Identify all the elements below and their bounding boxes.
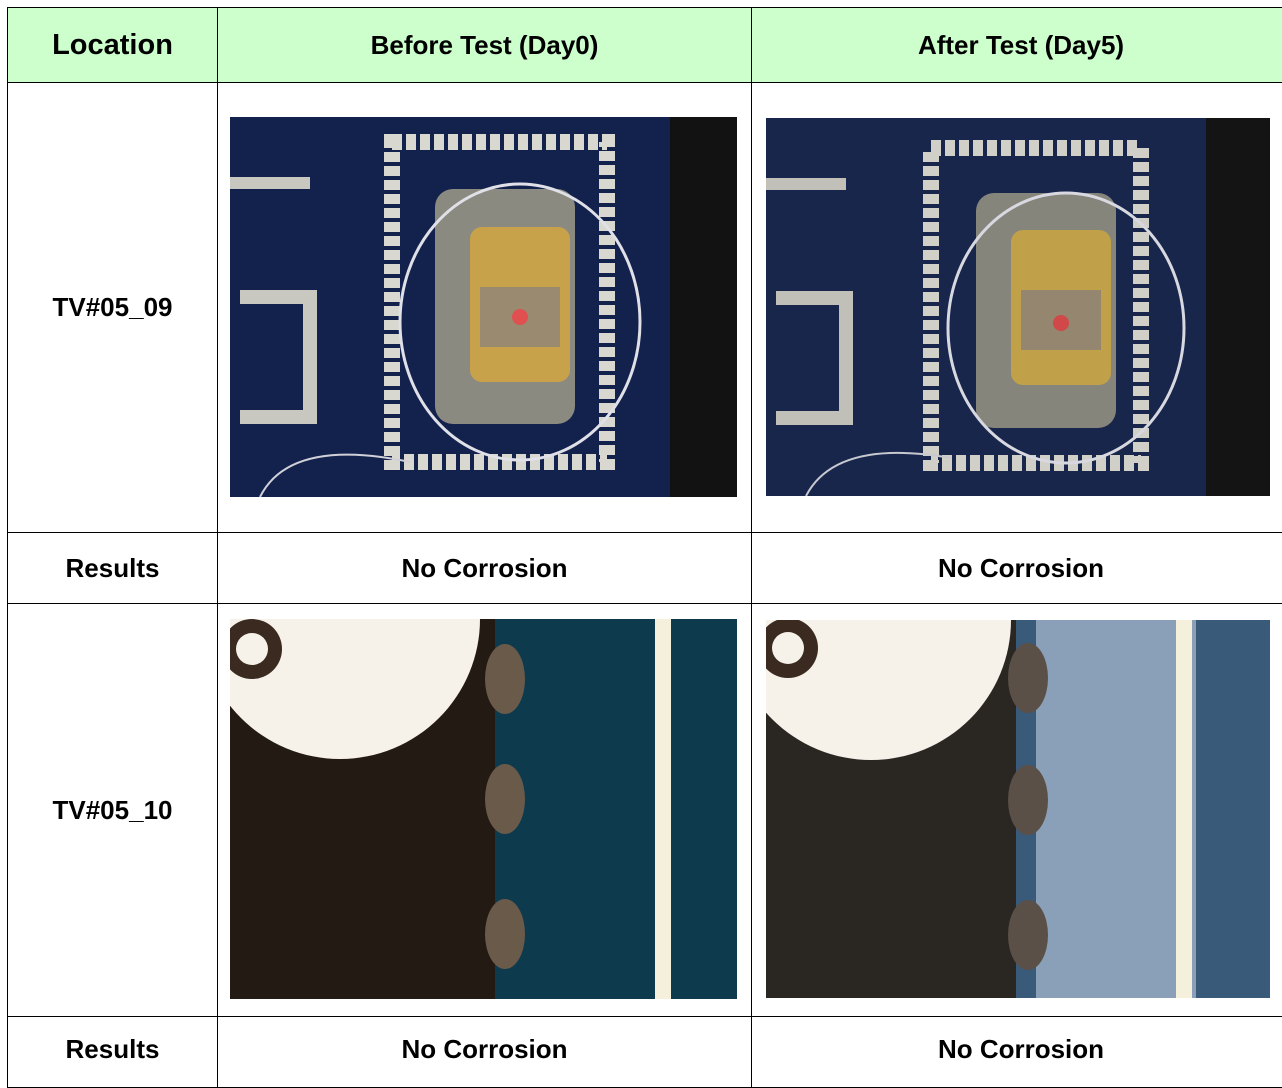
result-text: No Corrosion [937, 552, 1105, 583]
results-label-cell: Results [7, 1016, 218, 1088]
header-cell: Location [7, 7, 218, 83]
location-text: TV#05_10 [52, 794, 173, 825]
result-cell: No Corrosion [751, 1016, 1282, 1088]
results-label: Results [65, 552, 160, 583]
header-cell: Before Test (Day0) [217, 7, 752, 83]
photo-before-2 [230, 619, 737, 999]
photo-before-1 [230, 117, 737, 497]
results-label-cell: Results [7, 532, 218, 604]
results-label: Results [65, 1034, 160, 1064]
photo-after-1 [766, 118, 1270, 496]
result-cell: No Corrosion [217, 532, 752, 604]
header-cell: After Test (Day5) [751, 7, 1282, 83]
location-cell: TV#05_09 [7, 82, 218, 533]
result-cell: No Corrosion [217, 1016, 752, 1088]
header-text: Location [52, 28, 173, 61]
header-text: After Test (Day5) [917, 29, 1125, 60]
result-text: No Corrosion [401, 1034, 568, 1064]
result-text: No Corrosion [937, 1034, 1105, 1064]
header-text: Before Test (Day0) [370, 29, 599, 60]
location-text: TV#05_09 [52, 292, 173, 322]
location-cell: TV#05_10 [7, 603, 218, 1017]
result-cell: No Corrosion [751, 532, 1282, 604]
result-text: No Corrosion [401, 552, 568, 583]
photo-after-2 [766, 620, 1270, 998]
